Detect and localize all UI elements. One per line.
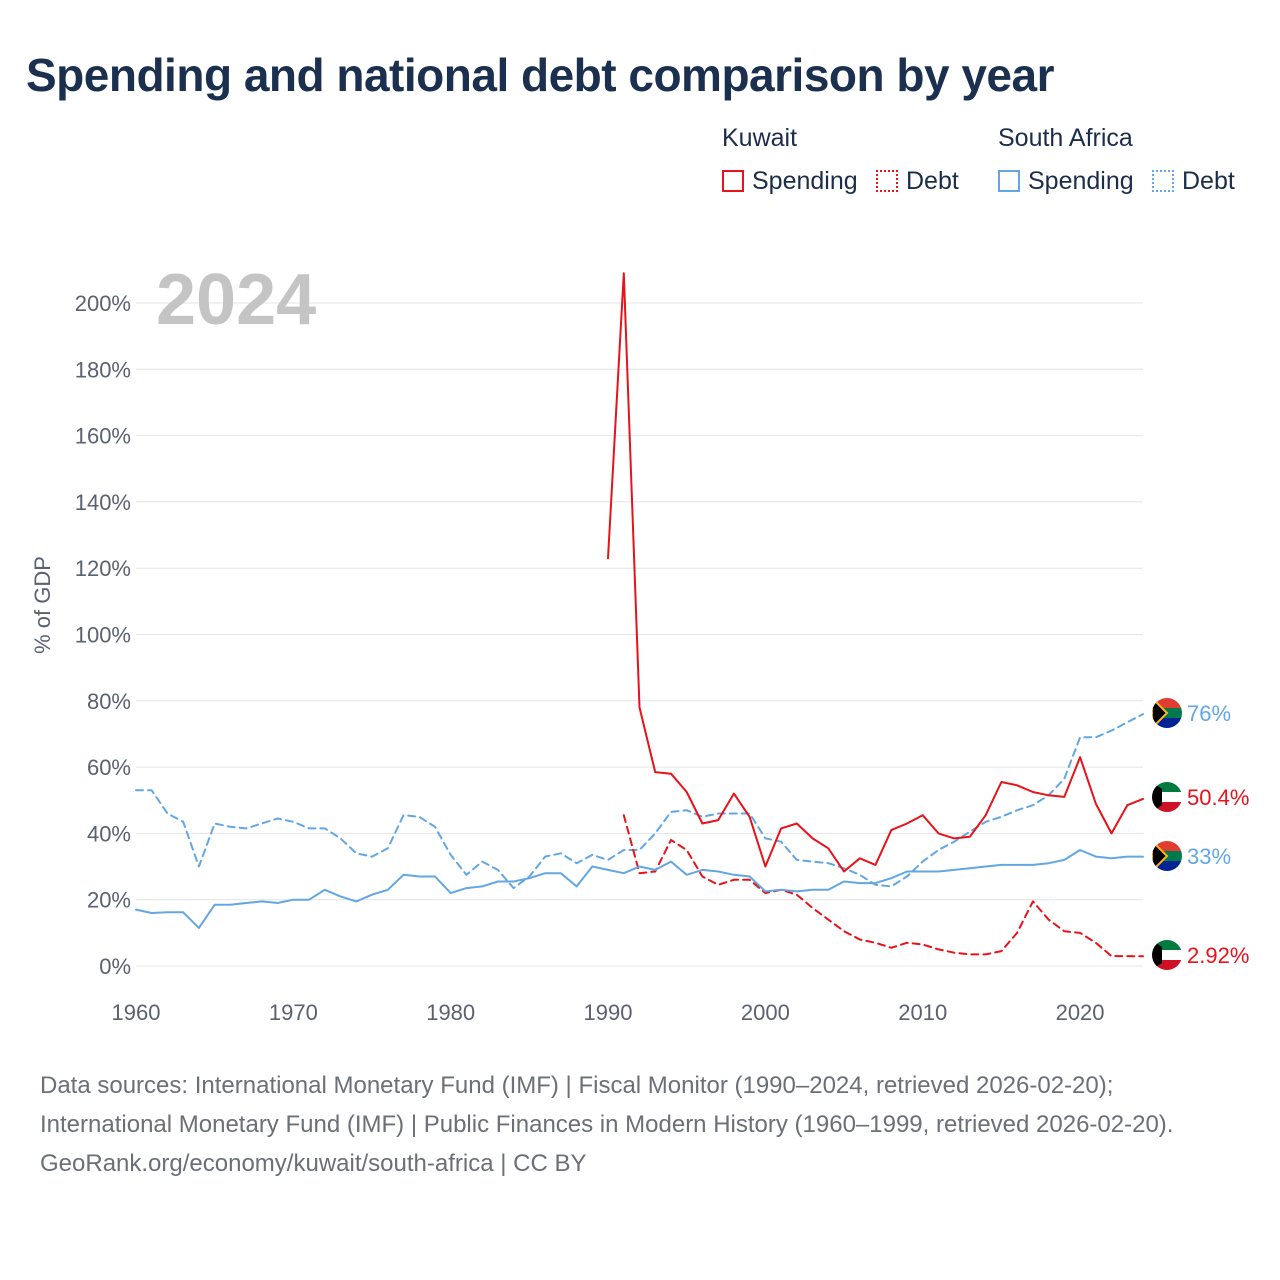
kuwait-debt-line [622, 814, 1144, 958]
x-axis: 1960 1970 1980 1990 2000 2010 2020 [112, 1000, 1105, 1025]
south-africa-spending-line [135, 849, 1144, 929]
year-mark: 2024 [156, 260, 316, 340]
y-axis-label: % of GDP [30, 556, 55, 654]
y-tick-label: 180% [75, 357, 131, 382]
x-tick-label: 2000 [741, 1000, 790, 1025]
credit-text: GeoRank.org/economy/kuwait/south-africa … [40, 1150, 587, 1177]
y-tick-label: 100% [75, 623, 131, 648]
south-africa-spending-end-label: 33% [1187, 844, 1231, 869]
legend-kuwait-spending[interactable]: Spending [722, 165, 858, 197]
page-title: Spending and national debt comparison by… [26, 49, 1055, 101]
chart: 0% 20% 40% 60% 80% 100% 120% 140% 160% 180% 200% 1… [30, 260, 1249, 1025]
y-tick-label: 120% [75, 556, 131, 581]
y-tick-label: 40% [87, 821, 131, 846]
y-tick-label: 80% [87, 689, 131, 714]
y-tick-label: 140% [75, 490, 131, 515]
data-sources-text: Data sources: International Monetary Fun… [40, 1072, 1174, 1138]
legend-south-africa-spending-label: Spending [1028, 166, 1134, 195]
kuwait-spending-swatch [722, 170, 744, 192]
kuwait-spending-end-label: 50.4% [1187, 785, 1249, 810]
x-tick-label: 1990 [584, 1000, 633, 1025]
legend-south-africa-debt[interactable]: Debt [1152, 165, 1235, 197]
kuwait-flag-icon [1152, 940, 1182, 970]
south-africa-flag-icon [1152, 841, 1182, 871]
x-tick-label: 1960 [112, 1000, 161, 1025]
legend-south-africa-debt-label: Debt [1182, 166, 1235, 195]
x-tick-label: 1970 [269, 1000, 318, 1025]
grid [136, 302, 1143, 967]
x-tick-label: 1980 [426, 1000, 475, 1025]
x-tick-label: 2020 [1056, 1000, 1105, 1025]
y-tick-label: 0% [99, 954, 131, 979]
legend-kuwait-debt[interactable]: Debt [876, 165, 959, 197]
kuwait-spending-line [607, 272, 1144, 873]
y-tick-label: 20% [87, 888, 131, 913]
kuwait-debt-swatch [876, 170, 898, 192]
y-tick-label: 60% [87, 755, 131, 780]
legend-kuwait-title: Kuwait [722, 124, 798, 152]
legend-south-africa-spending[interactable]: Spending [998, 165, 1134, 197]
south-africa-flag-icon [1152, 698, 1182, 728]
legend-kuwait-spending-label: Spending [752, 166, 858, 195]
series [135, 272, 1144, 958]
south-africa-spending-swatch [998, 170, 1020, 192]
y-tick-label: 160% [75, 424, 131, 449]
footer: Data sources: International Monetary Fun… [40, 1066, 1240, 1183]
x-tick-label: 2010 [898, 1000, 947, 1025]
south-africa-debt-swatch [1152, 170, 1174, 192]
kuwait-debt-end-label: 2.92% [1187, 943, 1249, 968]
kuwait-flag-icon [1152, 782, 1182, 812]
y-axis: 0% 20% 40% 60% 80% 100% 120% 140% 160% 180% 200% [75, 291, 131, 979]
legend-kuwait-debt-label: Debt [906, 166, 959, 195]
legend-south-africa-title: South Africa [998, 124, 1133, 152]
south-africa-debt-end-label: 76% [1187, 701, 1231, 726]
y-tick-label: 200% [75, 291, 131, 316]
